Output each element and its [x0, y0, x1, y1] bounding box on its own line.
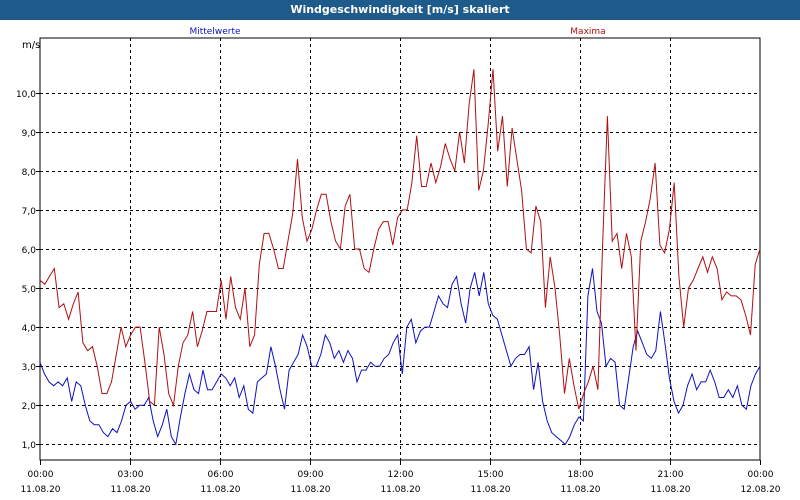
x-tick-label-date: 11.08.20 — [110, 485, 150, 495]
x-tick-label-date: 11.08.20 — [200, 485, 240, 495]
y-tick-label: 2,0 — [22, 402, 37, 412]
x-tick-label-date: 11.08.20 — [560, 485, 600, 495]
series-lines — [39, 69, 761, 446]
x-tick-label-date: 11.08.20 — [20, 485, 60, 495]
y-tick-label: 3,0 — [22, 363, 37, 373]
x-axis: 00:00 11.08.20 03:00 11.08.20 06:00 11.08.20 0… — [20, 460, 781, 495]
window-title: Windgeschwindigkeit [m/s] skaliert — [0, 0, 800, 20]
x-tick-label-time: 21:00 — [658, 470, 684, 480]
series-line-maxima — [39, 69, 761, 410]
x-tick-label-date: 12.08.20 — [740, 485, 780, 495]
y-tick-label: 6,0 — [22, 246, 37, 256]
y-axis: 1,0 2,0 3,0 4,0 5,0 6,0 7,0 8,0 9,0 10,0 — [16, 90, 40, 451]
x-tick-label-time: 15:00 — [478, 470, 504, 480]
y-tick-label: 10,0 — [16, 90, 36, 100]
grid-lines — [39, 37, 761, 461]
x-tick-label-time: 00:00 — [748, 470, 774, 480]
x-tick-label-date: 11.08.20 — [290, 485, 330, 495]
legend-label-maxima: Maxima — [570, 27, 605, 37]
y-tick-label: 7,0 — [22, 207, 37, 217]
y-axis-unit-label: m/s — [22, 40, 40, 51]
legend-label-mittelwerte: Mittelwerte — [189, 27, 240, 37]
x-tick-label-time: 03:00 — [118, 470, 144, 480]
x-tick-label-date: 11.08.20 — [470, 485, 510, 495]
legend: Mittelwerte Maxima — [189, 27, 605, 37]
y-tick-label: 9,0 — [22, 129, 37, 139]
x-tick-label-time: 00:00 — [28, 470, 54, 480]
y-tick-label: 1,0 — [22, 441, 37, 451]
x-tick-label-time: 12:00 — [388, 470, 414, 480]
series-line-mittelwerte — [39, 268, 761, 446]
y-tick-label: 5,0 — [22, 285, 37, 295]
x-tick-label-date: 11.08.20 — [380, 485, 420, 495]
y-tick-label: 8,0 — [22, 168, 37, 178]
x-tick-label-time: 09:00 — [298, 470, 324, 480]
x-tick-label-time: 06:00 — [208, 470, 234, 480]
x-tick-label-time: 18:00 — [568, 470, 594, 480]
y-tick-label: 4,0 — [22, 324, 37, 334]
x-tick-label-date: 11.08.20 — [650, 485, 690, 495]
chart-canvas: 1,0 2,0 3,0 4,0 5,0 6,0 7,0 8,0 9,0 10,0 00:00 11.… — [16, 27, 781, 495]
